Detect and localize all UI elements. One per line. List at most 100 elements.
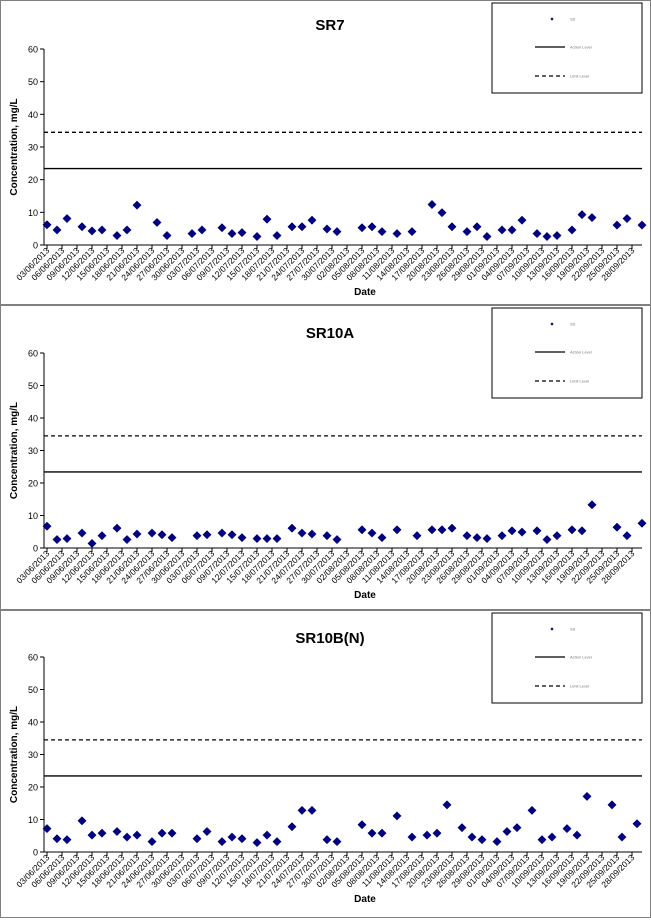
legend-marker-ss xyxy=(550,17,554,21)
data-point xyxy=(122,832,132,842)
data-point xyxy=(42,521,52,531)
data-point xyxy=(157,530,167,540)
y-tick-label: 40 xyxy=(28,718,38,728)
data-point xyxy=(77,816,87,826)
data-point xyxy=(202,530,212,540)
data-point xyxy=(512,823,522,833)
data-point xyxy=(287,523,297,533)
data-point xyxy=(262,214,272,224)
legend-label: Limit Level xyxy=(570,74,589,79)
data-point xyxy=(567,225,577,235)
legend-box xyxy=(491,307,643,399)
data-point xyxy=(457,823,467,833)
data-point xyxy=(332,534,342,545)
data-point xyxy=(237,533,247,543)
data-point xyxy=(527,805,537,815)
data-point xyxy=(482,231,492,242)
y-tick-label: 20 xyxy=(28,175,38,185)
data-point xyxy=(542,231,552,242)
legend-marker-ss xyxy=(550,627,554,631)
data-point xyxy=(132,529,142,539)
data-point xyxy=(227,530,237,540)
legend-box xyxy=(491,612,643,704)
y-tick-label: 30 xyxy=(28,143,38,153)
y-tick-label: 10 xyxy=(28,511,38,521)
data-point xyxy=(152,217,162,228)
data-point xyxy=(422,830,432,840)
data-point xyxy=(122,534,132,545)
data-point xyxy=(567,525,577,535)
data-point xyxy=(392,525,402,535)
y-tick-label: 60 xyxy=(28,349,38,359)
y-tick-label: 20 xyxy=(28,783,38,793)
data-point xyxy=(482,534,492,544)
data-point xyxy=(252,534,262,544)
data-point xyxy=(132,200,142,210)
data-point xyxy=(517,527,527,537)
data-point xyxy=(322,835,332,845)
data-point xyxy=(377,227,387,237)
y-tick-label: 50 xyxy=(28,685,38,695)
data-point xyxy=(427,199,437,210)
data-point xyxy=(77,528,87,538)
data-point xyxy=(507,526,517,536)
data-point xyxy=(552,531,562,541)
data-point xyxy=(407,832,417,842)
data-point xyxy=(502,826,512,837)
legend-label: Action Level xyxy=(570,655,592,660)
y-tick-label: 30 xyxy=(28,446,38,456)
data-point xyxy=(217,528,227,538)
y-tick-label: 50 xyxy=(28,77,38,87)
data-point xyxy=(262,534,272,544)
data-point xyxy=(167,828,177,838)
data-point xyxy=(572,830,582,840)
y-tick-label: 0 xyxy=(33,848,38,858)
data-point xyxy=(157,828,167,838)
legend-label: Limit Level xyxy=(570,379,589,384)
data-point xyxy=(52,225,62,235)
legend-label: SS xyxy=(570,17,576,22)
y-tick-label: 0 xyxy=(33,241,38,251)
data-point xyxy=(272,534,282,544)
data-point xyxy=(467,832,477,842)
y-axis-title: Concentration, mg/L xyxy=(9,706,20,803)
data-point xyxy=(507,225,517,235)
data-point xyxy=(287,222,297,232)
data-point xyxy=(442,800,452,810)
data-point xyxy=(462,531,472,541)
data-point xyxy=(367,222,377,232)
chart-title: SR10B(N) xyxy=(295,630,364,647)
data-point xyxy=(62,213,72,224)
y-tick-label: 10 xyxy=(28,815,38,825)
data-point xyxy=(437,525,447,535)
data-point xyxy=(227,229,237,239)
data-point xyxy=(612,522,622,532)
data-point xyxy=(87,538,97,549)
data-point xyxy=(297,222,307,232)
y-tick-label: 60 xyxy=(28,653,38,663)
data-point xyxy=(462,227,472,237)
y-axis-title: Concentration, mg/L xyxy=(9,98,20,195)
legend-label: Limit Level xyxy=(570,684,589,689)
data-point xyxy=(537,835,547,845)
data-point xyxy=(392,811,402,821)
data-point xyxy=(517,215,527,225)
y-tick-label: 50 xyxy=(28,381,38,391)
data-point xyxy=(62,835,72,845)
data-point xyxy=(52,834,62,844)
data-point xyxy=(297,805,307,815)
data-point xyxy=(632,819,642,829)
data-point xyxy=(87,830,97,840)
data-point xyxy=(357,820,367,830)
data-point xyxy=(197,225,207,235)
chart-title: SR7 xyxy=(315,17,344,34)
data-point xyxy=(272,837,282,847)
data-point xyxy=(497,225,507,235)
data-point xyxy=(492,837,502,847)
data-point xyxy=(497,531,507,541)
data-point xyxy=(52,534,62,545)
data-point xyxy=(307,215,317,225)
data-point xyxy=(532,526,542,536)
data-point xyxy=(472,222,482,232)
data-point xyxy=(147,837,157,847)
